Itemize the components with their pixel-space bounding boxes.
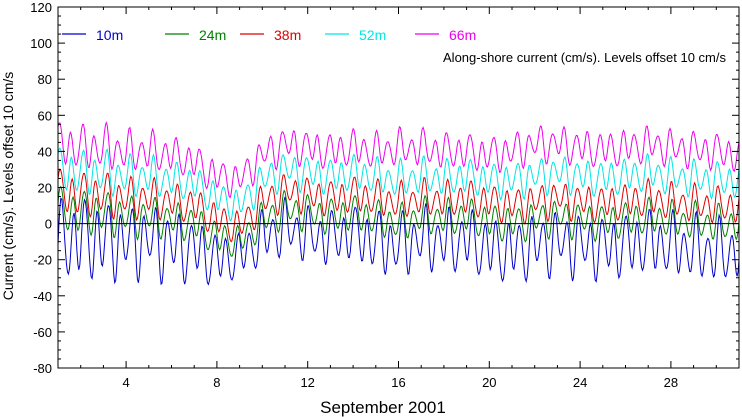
x-tick-label: 4: [122, 375, 129, 390]
x-tick-label: 28: [664, 375, 678, 390]
x-tick-label: 12: [300, 375, 314, 390]
ticks-layer: -80 -60 -40 -20 0 20 40 60 80 100 120 4 8 12 16 20 24 28: [30, 0, 740, 390]
y-tick-label: 20: [38, 181, 52, 196]
y-tick-label: -80: [33, 361, 52, 376]
series-line-10m: [57, 196, 740, 286]
legend-label-52m: 52m: [359, 27, 386, 43]
y-tick-label: 100: [30, 36, 52, 51]
x-tick-label: 16: [391, 375, 405, 390]
y-tick-label: -40: [33, 289, 52, 304]
x-tick-label: 20: [482, 375, 496, 390]
y-tick-label: -60: [33, 325, 52, 340]
y-tick-label: 0: [45, 217, 52, 232]
y-tick-label: 80: [38, 72, 52, 87]
x-axis-title: September 2001: [320, 398, 446, 417]
y-tick-label: 40: [38, 144, 52, 159]
y-axis-title: Current (cm/s). Levels offset 10 cm/s: [0, 72, 16, 300]
legend-label-66m: 66m: [449, 27, 476, 43]
series-line-52m: [57, 147, 740, 221]
x-tick-label: 8: [213, 375, 220, 390]
legend-label-24m: 24m: [199, 27, 226, 43]
x-tick-label: 24: [573, 375, 587, 390]
y-tick-label: 60: [38, 108, 52, 123]
y-tick-label: 120: [30, 0, 52, 15]
series-line-38m: [57, 168, 740, 243]
legend-label-10m: 10m: [96, 27, 123, 43]
series-line-66m: [57, 121, 740, 199]
y-tick-label: -20: [33, 253, 52, 268]
chart-annotation: Along-shore current (cm/s). Levels offse…: [443, 50, 726, 65]
legend-label-38m: 38m: [274, 27, 301, 43]
legend: 10m 24m 38m 52m 66m: [62, 27, 476, 43]
